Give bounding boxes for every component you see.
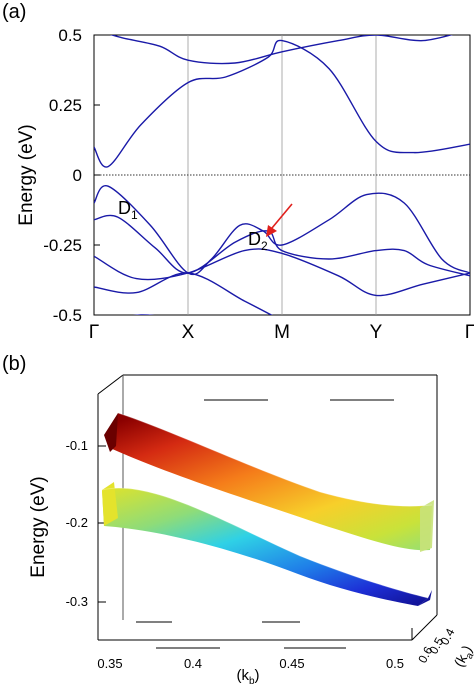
y-tick-label: 0 — [73, 166, 82, 185]
band-line — [94, 272, 273, 315]
z-tick: -0.2 — [66, 515, 88, 530]
band-structure-chart: 0.5 0.25 0 -0.25 -0.5 Γ X M Y Γ Energy (eV) D1 D… — [16, 26, 474, 343]
panel-a-label: (a) — [2, 1, 26, 23]
band-line — [94, 214, 470, 277]
y-tick-labels: 0.5 0.25 0 -0.25 -0.5 — [43, 26, 100, 325]
y-tick-label: 0.5 — [58, 26, 82, 45]
panel-b-label: (b) — [2, 353, 26, 375]
band-line — [109, 35, 454, 65]
d1-annotation: D1 — [118, 198, 138, 222]
band-lines — [94, 35, 470, 315]
z-tick: -0.3 — [66, 594, 88, 609]
kb-tick: 0.5 — [386, 656, 404, 671]
kb-tick: 0.35 — [97, 656, 122, 671]
kb-tick: 0.4 — [184, 656, 202, 671]
symmetry-lines — [187, 35, 377, 315]
y-tick-label: -0.5 — [53, 306, 82, 325]
kb-axis-title: (kb) — [236, 667, 259, 685]
d2-arrow — [266, 203, 293, 237]
y-tick-label: 0.25 — [49, 96, 82, 115]
z-axis-title: Energy (eV) — [28, 476, 49, 577]
y-axis-title: Energy (eV) — [16, 124, 37, 225]
x-tick-label: X — [182, 322, 195, 343]
x-tick-label: Γ — [465, 322, 474, 343]
grid-dashes — [98, 374, 394, 649]
kb-tick: 0.45 — [279, 656, 304, 671]
x-tick-label: Γ — [89, 322, 99, 343]
band-line — [94, 248, 470, 297]
z-tick-labels: -0.1 -0.2 -0.3 — [66, 438, 88, 609]
x-tick-label: Y — [370, 322, 383, 343]
x-tick-label: M — [274, 322, 290, 343]
surface-chart: -0.1 -0.2 -0.3 Energy (eV) 0.35 0.4 0.45… — [28, 374, 474, 685]
z-tick: -0.1 — [66, 438, 88, 453]
ka-axis-title: (ka) — [451, 643, 474, 672]
band-line — [132, 314, 156, 315]
upper-band-surface — [104, 412, 434, 552]
y-tick-label: -0.25 — [43, 236, 82, 255]
kb-tick-labels: 0.35 0.4 0.45 0.5 — [97, 656, 404, 671]
band-line — [94, 39, 470, 168]
lower-band-surface — [101, 482, 432, 606]
d2-annotation: D2 — [248, 229, 268, 253]
